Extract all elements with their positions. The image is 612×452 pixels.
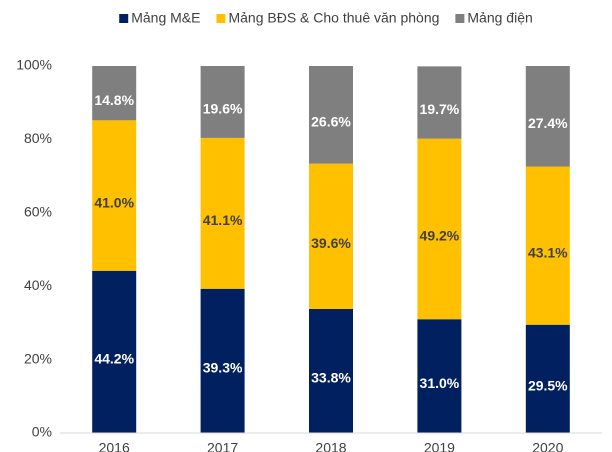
y-tick-label: 20%	[24, 350, 52, 366]
y-tick-label: 40%	[24, 277, 52, 293]
value-label: 39.6%	[311, 235, 351, 251]
value-label: 19.7%	[420, 101, 460, 117]
value-label: 41.1%	[203, 212, 243, 228]
y-tick-label: 80%	[24, 130, 52, 146]
value-label: 33.8%	[311, 370, 351, 386]
bar-segment	[525, 324, 570, 433]
legend-swatch	[455, 14, 465, 23]
value-label: 39.3%	[203, 360, 243, 376]
value-label: 26.6%	[311, 114, 351, 130]
bar-segment	[525, 66, 570, 167]
value-label: 49.2%	[420, 228, 460, 244]
value-label: 19.6%	[203, 101, 243, 117]
bar-segment	[417, 319, 462, 433]
x-tick-label: 2019	[424, 440, 455, 452]
value-label: 27.4%	[528, 115, 568, 131]
value-label: 43.1%	[528, 244, 568, 260]
bar-segment	[92, 270, 137, 433]
legend-swatch	[216, 14, 226, 23]
bar-segment	[200, 288, 245, 433]
x-tick-label: 2020	[532, 440, 563, 452]
bar-segment	[92, 66, 137, 121]
y-tick-label: 0%	[32, 424, 52, 440]
legend-swatch	[119, 14, 129, 23]
y-tick-label: 100%	[16, 57, 52, 73]
bar-segment	[525, 166, 570, 325]
value-label: 44.2%	[94, 351, 134, 367]
bar-segment	[200, 137, 245, 289]
legend-label: Mảng BĐS & Cho thuê văn phòng	[228, 10, 439, 26]
value-label: 14.8%	[94, 92, 134, 108]
x-tick-label: 2016	[99, 440, 130, 452]
bar-segment	[309, 163, 353, 309]
legend-label: Mảng M&E	[131, 10, 200, 26]
y-tick-label: 60%	[24, 204, 52, 220]
bar-segment	[309, 308, 353, 433]
value-label: 41.0%	[94, 194, 134, 210]
x-tick-label: 2017	[207, 440, 238, 452]
bar-segment	[417, 138, 462, 320]
x-tick-label: 2018	[315, 440, 346, 452]
bar-segment	[309, 66, 353, 164]
bar-segment	[417, 66, 462, 139]
value-label: 29.5%	[528, 378, 568, 394]
legend-label: Mảng điện	[467, 10, 532, 26]
bar-segment	[200, 66, 245, 138]
value-label: 31.0%	[420, 375, 460, 391]
bar-segment	[92, 120, 137, 271]
